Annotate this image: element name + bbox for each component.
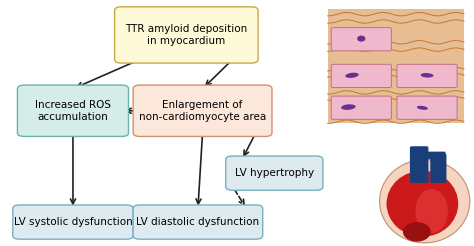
- FancyBboxPatch shape: [430, 154, 447, 183]
- FancyBboxPatch shape: [328, 9, 464, 123]
- FancyBboxPatch shape: [397, 64, 457, 88]
- FancyBboxPatch shape: [411, 152, 446, 159]
- Text: Increased ROS
accumulation: Increased ROS accumulation: [35, 100, 111, 122]
- FancyBboxPatch shape: [133, 205, 263, 239]
- Ellipse shape: [417, 106, 428, 110]
- FancyBboxPatch shape: [410, 146, 428, 183]
- FancyBboxPatch shape: [18, 85, 128, 137]
- Ellipse shape: [357, 36, 365, 42]
- FancyBboxPatch shape: [133, 85, 272, 137]
- Ellipse shape: [403, 222, 431, 242]
- FancyBboxPatch shape: [13, 205, 133, 239]
- Text: Enlargement of
non-cardiomyocyte area: Enlargement of non-cardiomyocyte area: [139, 100, 266, 122]
- Text: LV diastolic dysfunction: LV diastolic dysfunction: [137, 217, 259, 227]
- FancyBboxPatch shape: [331, 96, 392, 119]
- Ellipse shape: [420, 73, 433, 77]
- FancyBboxPatch shape: [331, 28, 392, 51]
- FancyBboxPatch shape: [397, 96, 457, 119]
- Text: LV hypertrophy: LV hypertrophy: [235, 168, 314, 178]
- Text: LV systolic dysfunction: LV systolic dysfunction: [14, 217, 132, 227]
- Ellipse shape: [341, 104, 356, 110]
- Ellipse shape: [415, 189, 448, 233]
- Ellipse shape: [380, 160, 470, 243]
- Ellipse shape: [346, 73, 359, 78]
- FancyBboxPatch shape: [331, 64, 392, 88]
- Ellipse shape: [386, 171, 458, 237]
- FancyBboxPatch shape: [115, 7, 258, 63]
- FancyBboxPatch shape: [226, 156, 323, 190]
- Text: TTR amyloid deposition
in myocardium: TTR amyloid deposition in myocardium: [125, 24, 247, 46]
